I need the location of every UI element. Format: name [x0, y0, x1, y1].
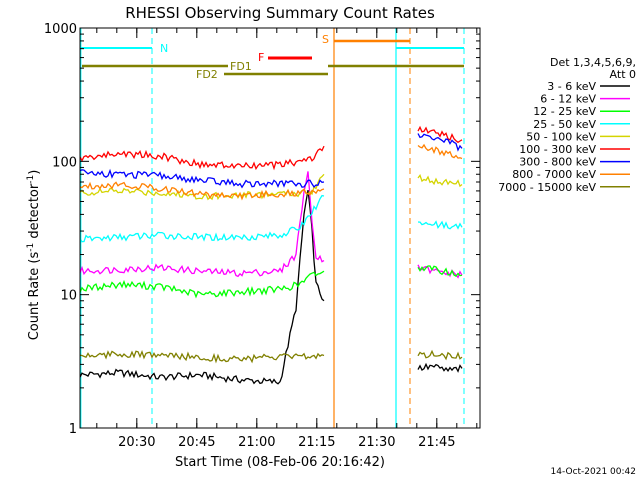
series-line	[79, 270, 325, 299]
x-tick-label: 21:45	[418, 435, 455, 450]
legend-entry-label: 300 - 800 keV	[519, 156, 596, 169]
legend-entry-label: 25 - 50 keV	[533, 118, 596, 131]
y-tick-label: 1000	[44, 22, 77, 37]
fd1-label: FD1	[230, 60, 252, 73]
plot-frame	[79, 27, 481, 429]
series-line	[417, 174, 463, 188]
series-line	[417, 143, 463, 160]
legend-entry-label: 800 - 7000 keV	[512, 168, 596, 181]
series-line	[79, 349, 325, 364]
y-tick-label: 100	[52, 155, 77, 170]
x-axis-label: Start Time (08-Feb-06 20:16:42)	[175, 455, 385, 470]
x-tick-label: 21:15	[298, 435, 335, 450]
x-tick-label: 20:30	[118, 435, 155, 450]
legend-entry-label: 7000 - 15000 keV	[498, 181, 596, 194]
series-line	[79, 145, 325, 171]
legend-entry-label: 12 - 25 keV	[533, 105, 596, 118]
series-line	[79, 173, 325, 201]
y-tick-label: 1	[69, 422, 77, 437]
series-line	[417, 362, 463, 373]
y-label-part-3: )	[27, 170, 42, 175]
night-label: N	[160, 42, 168, 55]
series-line	[79, 181, 325, 201]
y-axis-label: Count Rate (s-1 detector-1)	[26, 170, 42, 341]
legend-entry-label: 3 - 6 keV	[547, 80, 596, 93]
legend-header-line-2: Att 0	[610, 68, 636, 81]
series-line	[417, 264, 463, 279]
y-tick-label: 10	[60, 289, 77, 304]
flare-label: F	[258, 51, 264, 64]
series-line	[417, 220, 463, 230]
series-line	[417, 133, 463, 152]
legend-entry-label: 50 - 100 keV	[526, 130, 596, 143]
series-line	[417, 125, 463, 144]
fd2-label: FD2	[196, 68, 218, 81]
chart-title: RHESSI Observing Summary Count Rates	[125, 4, 435, 22]
legend-header-line-1: Det 1,3,4,5,6,9,	[550, 56, 636, 69]
y-label-sup-1: -1	[26, 243, 36, 252]
legend-entry-label: 100 - 300 keV	[519, 143, 596, 156]
legend-entry-label: 6 - 12 keV	[540, 93, 596, 106]
saa-label: S	[322, 33, 329, 46]
y-label-part-1: Count Rate (s	[27, 252, 42, 341]
x-tick-label: 21:30	[358, 435, 395, 450]
y-label-part-2: detector	[27, 183, 42, 243]
series-line	[417, 349, 463, 361]
series-line	[417, 265, 463, 277]
series-line	[79, 189, 325, 385]
y-label-sup-2: -1	[26, 175, 36, 184]
axes: 1 10 100 1000 20:30 20:45 21:00 21:15 21:30 21:45	[44, 22, 480, 450]
plot-area: N FD1 FD2 F S	[79, 28, 465, 428]
x-tick-label: 20:45	[178, 435, 215, 450]
series-line	[79, 194, 325, 243]
series-line	[79, 171, 325, 278]
series-line	[79, 168, 325, 189]
footer-timestamp: 14-Oct-2021 00:42	[551, 467, 636, 477]
x-tick-label: 21:00	[238, 435, 275, 450]
